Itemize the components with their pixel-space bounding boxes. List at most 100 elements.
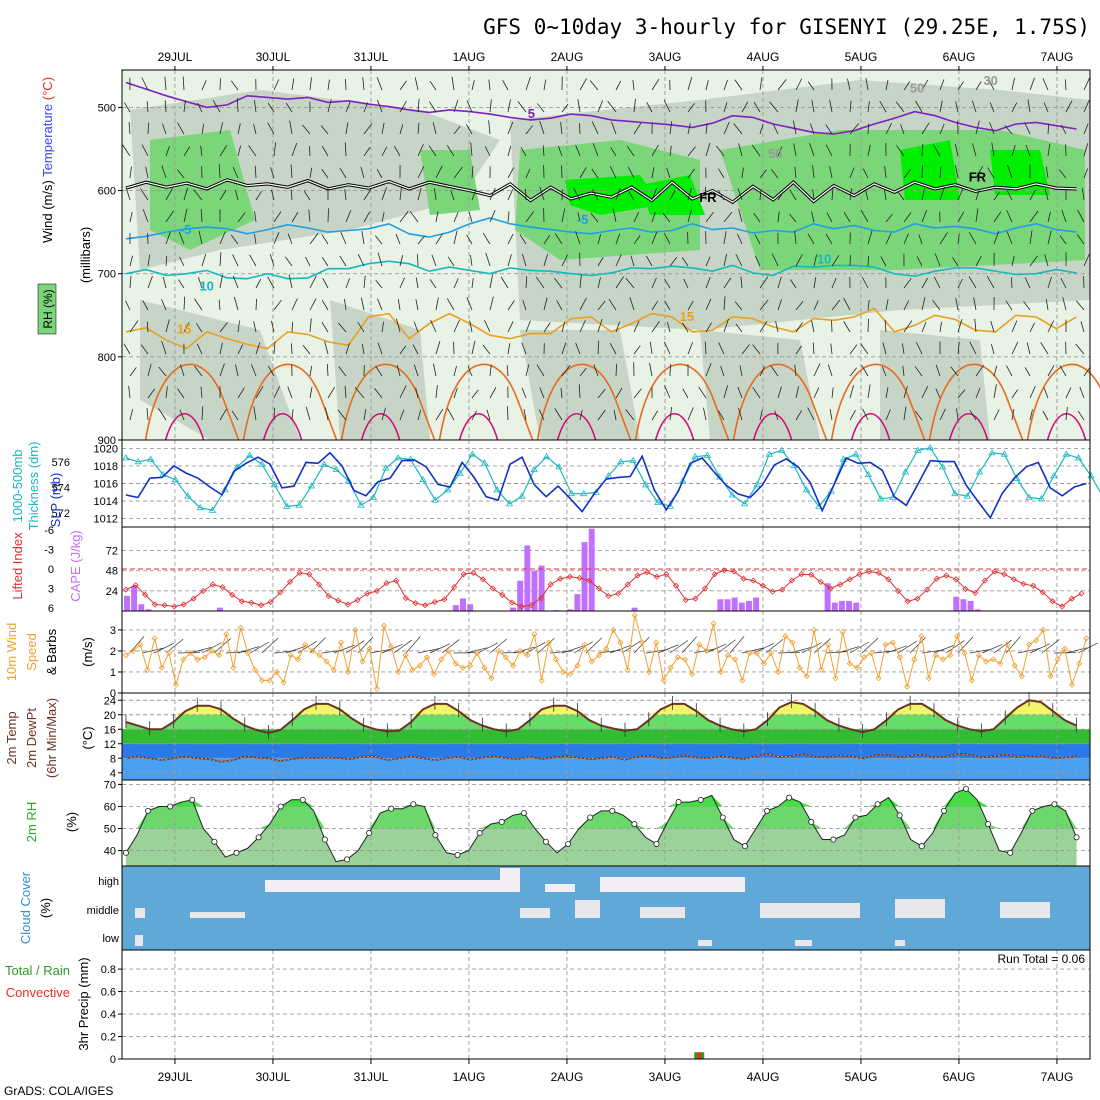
li-tick-label: 0 xyxy=(48,564,54,576)
wind-speed-marker xyxy=(345,668,352,676)
wind-speed-marker xyxy=(1033,637,1040,644)
wind-barb xyxy=(183,296,186,311)
wind-barb xyxy=(363,123,373,135)
wind-barb xyxy=(1011,408,1015,421)
date-label: 5AUG xyxy=(845,1070,878,1084)
wind-barb xyxy=(450,190,455,201)
wind-speed-marker xyxy=(775,668,782,676)
wind-barb xyxy=(1060,124,1067,135)
wind-barb xyxy=(664,385,671,399)
wind-barb xyxy=(519,234,527,245)
wind-barb xyxy=(597,100,603,113)
pressure-tick-label: 600 xyxy=(98,186,116,198)
wind-barb xyxy=(543,297,548,311)
wind-barb xyxy=(993,211,1002,223)
wind-barb xyxy=(759,366,765,377)
wind-barb xyxy=(340,232,347,245)
wind-barb xyxy=(446,298,455,311)
pressure-tick-label: 700 xyxy=(98,269,116,281)
wind-barb xyxy=(792,120,797,135)
cape-bar xyxy=(631,607,638,611)
wind-barb xyxy=(939,186,945,201)
wind-barb xyxy=(633,388,642,399)
cape-tick-label: 24 xyxy=(106,586,118,598)
wind-barb xyxy=(975,120,980,135)
wind-speed-marker xyxy=(911,656,918,663)
wind-barb xyxy=(324,341,329,355)
rh2m-tick-label: 40 xyxy=(104,846,116,858)
wind-barb xyxy=(826,212,833,223)
lifted-index-marker xyxy=(711,571,718,578)
wind-tick-label: 3 xyxy=(110,625,116,637)
wind-barb xyxy=(249,641,270,654)
wind-barb xyxy=(751,144,761,157)
wind-barb xyxy=(230,80,239,91)
wind-barb xyxy=(795,99,799,113)
lifted-index-marker xyxy=(721,567,728,574)
wind-barb xyxy=(698,386,707,399)
wind-barb xyxy=(165,145,170,157)
wind-barb xyxy=(795,254,803,267)
wind-barb xyxy=(147,363,152,377)
wind-barb xyxy=(939,166,942,179)
wind-barb xyxy=(1065,406,1068,421)
wind-barb xyxy=(291,143,298,157)
lifted-index-marker xyxy=(962,585,969,593)
wind-barb xyxy=(453,211,459,223)
wind-barb xyxy=(557,145,563,157)
wind-barb xyxy=(843,321,851,333)
lifted-index-marker xyxy=(605,593,612,600)
pressure-tick-label: 500 xyxy=(98,102,116,114)
lifted-index-marker xyxy=(422,602,429,609)
contour-label: 10 xyxy=(817,252,831,267)
rh2m-marker xyxy=(918,843,925,850)
wind-barb xyxy=(500,276,509,289)
wind-barb xyxy=(488,79,491,91)
wind-barb xyxy=(1029,409,1033,421)
wind-barb xyxy=(829,166,833,179)
lifted-index-marker xyxy=(895,587,902,595)
wind-barb xyxy=(723,231,727,245)
cape-bar xyxy=(460,598,466,611)
wind-barb xyxy=(453,99,459,113)
wind-barb xyxy=(916,256,923,267)
thickness-ylabel-1: 1000-500mb xyxy=(10,450,25,523)
wind-barb xyxy=(539,186,545,201)
wind-barb xyxy=(759,276,769,289)
wind-barb xyxy=(399,385,407,399)
wind-barb xyxy=(482,344,491,355)
wind-barb xyxy=(723,385,729,399)
wind-barb xyxy=(396,365,401,377)
wind-barb xyxy=(918,234,923,245)
freezing-level-inner xyxy=(125,179,1077,203)
wind-barb xyxy=(471,278,474,289)
wind-barb xyxy=(1083,254,1090,267)
wind-barb xyxy=(789,646,812,654)
wind-barb xyxy=(990,321,995,333)
lifted-index-marker xyxy=(1039,589,1046,596)
wind-barb xyxy=(950,366,959,377)
date-label: 4AUG xyxy=(747,1070,780,1084)
wind-barb xyxy=(849,367,858,377)
wind-barb xyxy=(381,321,385,333)
rh2m-ylabel-unit: (%) xyxy=(64,812,79,832)
lifted-index-marker xyxy=(537,595,545,602)
lifted-index-marker xyxy=(344,601,351,608)
wind-barb xyxy=(629,297,635,311)
wind-barb xyxy=(577,212,581,223)
lifted-index-marker xyxy=(692,595,699,602)
slp-tick-label: 1016 xyxy=(94,479,118,491)
wind-barb xyxy=(831,277,837,289)
wind-barb xyxy=(502,80,509,91)
contour-label: FR xyxy=(969,169,987,184)
wind-barb xyxy=(957,636,974,654)
wind-barb xyxy=(327,79,330,91)
wind-barb xyxy=(795,410,803,421)
wind-speed-marker xyxy=(337,639,345,646)
wind-barb xyxy=(991,142,995,157)
wind-barb xyxy=(738,143,743,157)
wind-barb xyxy=(305,256,311,267)
wind-barb xyxy=(399,277,405,289)
wind-barb xyxy=(812,189,815,201)
wind-barb xyxy=(237,387,245,399)
